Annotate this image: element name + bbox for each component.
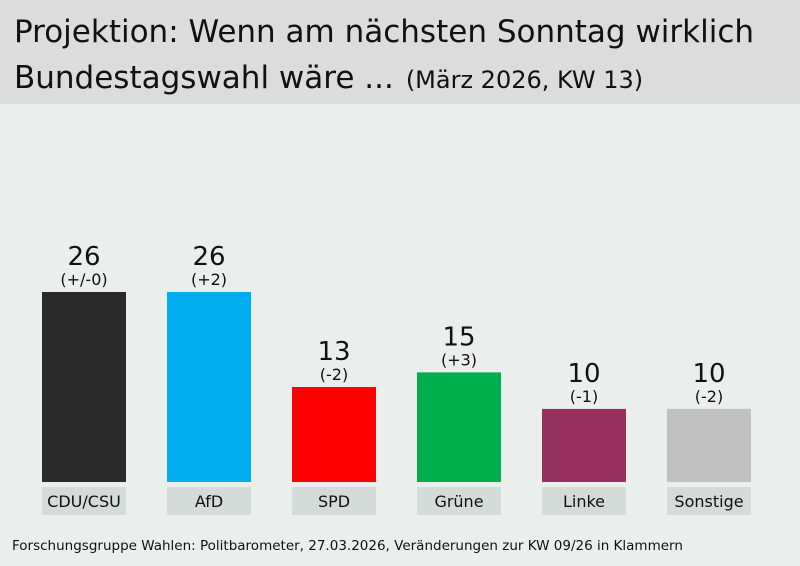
bar-linke xyxy=(542,408,626,482)
value-label-linke: 10 xyxy=(567,359,600,389)
category-label-sonstige: Sonstige xyxy=(674,492,743,511)
value-label-sonstige: 10 xyxy=(692,359,725,389)
source-note: Forschungsgruppe Wahlen: Politbarometer,… xyxy=(12,538,683,554)
category-label-bg-sonstige xyxy=(667,487,751,515)
category-label-cdu-csu: CDU/CSU xyxy=(47,492,121,511)
category-label-bg-spd xyxy=(292,487,376,515)
category-label-bg-afd xyxy=(167,487,251,515)
category-label-spd: SPD xyxy=(318,492,350,511)
category-label-bg-linke xyxy=(542,487,626,515)
change-label-sonstige: (-2) xyxy=(695,387,723,406)
category-label-bg-gr-ne xyxy=(417,487,501,515)
chart-title-line-2-text: Bundestagswahl wäre ... xyxy=(14,60,394,96)
change-label-cdu-csu: (+/-0) xyxy=(60,270,107,289)
value-label-spd: 13 xyxy=(317,337,350,367)
change-label-gr-ne: (+3) xyxy=(441,350,477,369)
value-label-gr-ne: 15 xyxy=(442,322,475,352)
category-label-afd: AfD xyxy=(195,492,223,511)
chart-header: Projektion: Wenn am nächsten Sonntag wir… xyxy=(0,0,800,104)
category-label-bg-cdu-csu xyxy=(42,487,126,515)
bar-cdu-csu xyxy=(42,292,126,482)
bar-gr-ne xyxy=(417,372,501,482)
value-label-afd: 26 xyxy=(192,242,225,272)
change-label-afd: (+2) xyxy=(191,270,227,289)
chart-title-line-2: Bundestagswahl wäre ... (März 2026, KW 13… xyxy=(14,60,643,96)
chart-subtitle: (März 2026, KW 13) xyxy=(405,66,644,94)
change-label-spd: (-2) xyxy=(320,365,348,384)
change-label-linke: (-1) xyxy=(570,387,598,406)
bar-afd xyxy=(167,292,251,482)
category-label-gr-ne: Grüne xyxy=(434,492,483,511)
category-label-linke: Linke xyxy=(563,492,605,511)
chart-title-line-1: Projektion: Wenn am nächsten Sonntag wir… xyxy=(14,14,755,50)
bar-spd xyxy=(292,387,376,482)
bar-sonstige xyxy=(667,408,751,482)
value-label-cdu-csu: 26 xyxy=(67,242,100,272)
